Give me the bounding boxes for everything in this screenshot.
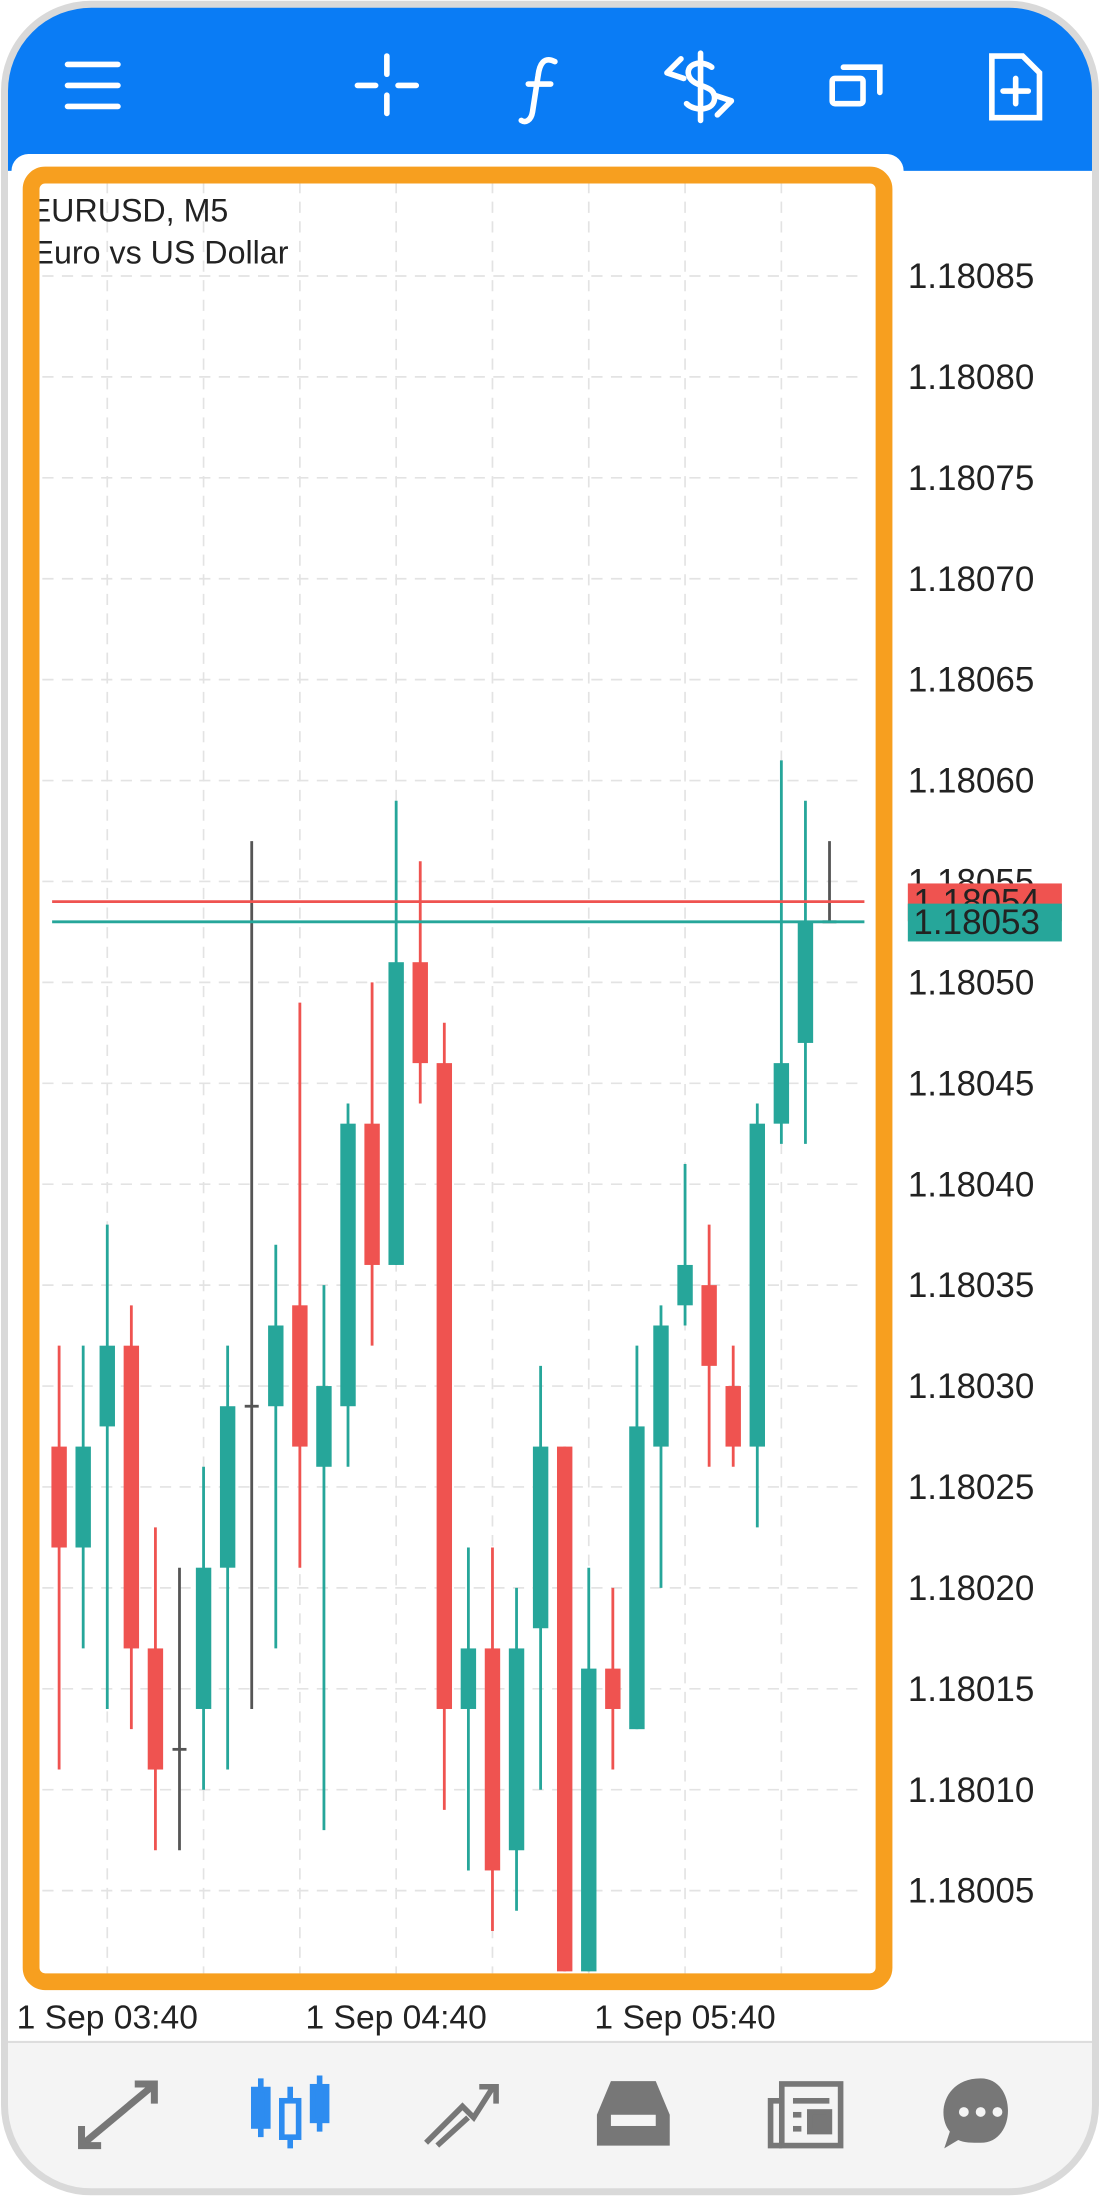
chart-title: EURUSD, M5 [30, 192, 229, 228]
x-tick-label: 1 Sep 05:40 [594, 1999, 775, 2036]
y-tick-label: 1.18065 [908, 661, 1035, 700]
candle-body [412, 962, 428, 1064]
y-tick-label: 1.18070 [908, 560, 1035, 599]
candle-body [484, 1648, 501, 1871]
y-tick-label: 1.18015 [908, 1670, 1035, 1709]
trade-button[interactable] [664, 50, 735, 124]
y-tick-label: 1.18045 [908, 1064, 1035, 1103]
candle-body [797, 921, 814, 1043]
candle-body [773, 1063, 790, 1124]
candle-body [219, 1406, 236, 1568]
nav-trade[interactable] [424, 2083, 499, 2148]
candle-body [340, 1123, 356, 1407]
nav-quotes[interactable] [78, 2080, 158, 2150]
bottom-nav [3, 2041, 1097, 2194]
nav-history[interactable] [596, 2081, 670, 2146]
candle-body [147, 1648, 164, 1770]
candle-body [99, 1345, 115, 1427]
y-tick-label: 1.18060 [908, 762, 1035, 801]
candle-body [75, 1446, 91, 1548]
y-tick-label: 1.18025 [908, 1468, 1035, 1507]
y-tick-label: 1.18005 [908, 1872, 1035, 1911]
chart-overlay: EURUSD, M5 Euro vs US Dollar 1.18005 1.18… [17, 192, 1062, 2036]
candle-body [316, 1386, 332, 1467]
candle-body [364, 1123, 380, 1265]
candle-body [532, 1446, 549, 1629]
y-tick-label: 1.18020 [908, 1569, 1035, 1608]
plot-area [42, 183, 865, 1974]
candle-body [605, 1668, 621, 1709]
candle-body [701, 1285, 717, 1366]
new-order-button[interactable] [989, 53, 1043, 121]
nav-icons [78, 2075, 1008, 2150]
y-tick-label: 1.18035 [908, 1266, 1035, 1305]
nav-news[interactable] [767, 2081, 844, 2149]
crosshair-button[interactable] [354, 53, 420, 117]
candle-body [653, 1325, 669, 1447]
candle-body [123, 1345, 140, 1649]
candle-body [629, 1426, 645, 1730]
nav-chat[interactable] [943, 2078, 1008, 2149]
candle-body [581, 1668, 597, 1972]
candle-body [460, 1648, 477, 1709]
y-tick-label: 1.18080 [908, 358, 1035, 397]
indicators-button[interactable] [518, 57, 558, 125]
candle-body [508, 1648, 525, 1851]
candle-body [195, 1567, 212, 1709]
candle-body [556, 1446, 573, 1972]
candle-body [749, 1123, 765, 1447]
nav-chart[interactable] [250, 2075, 330, 2149]
y-tick-label: 1.18075 [908, 459, 1035, 498]
candle-body [436, 1063, 453, 1709]
chart-subtitle: Euro vs US Dollar [33, 234, 289, 270]
y-tick-label: 1.18085 [908, 257, 1035, 296]
y-tick-label: 1.18050 [908, 963, 1035, 1002]
toolbar-icons [64, 50, 1043, 125]
candle-body [725, 1386, 741, 1447]
price-tag-label: 1.18053 [913, 903, 1040, 942]
candle-body [677, 1264, 693, 1306]
x-tick-label: 1 Sep 03:40 [17, 1999, 198, 2036]
highlight-border [22, 166, 893, 1991]
menu-button[interactable] [64, 61, 121, 110]
y-tick-label: 1.18030 [908, 1367, 1035, 1406]
windows-button[interactable] [829, 64, 883, 107]
x-tick-label: 1 Sep 04:40 [306, 1999, 487, 2036]
price-tag [907, 903, 1062, 942]
y-tick-label: 1.18040 [908, 1165, 1035, 1204]
candle-body [292, 1305, 308, 1447]
candle-body [51, 1446, 67, 1548]
candle-body [268, 1325, 284, 1407]
y-tick-label: 1.18010 [908, 1771, 1035, 1810]
candle-body [388, 962, 404, 1265]
